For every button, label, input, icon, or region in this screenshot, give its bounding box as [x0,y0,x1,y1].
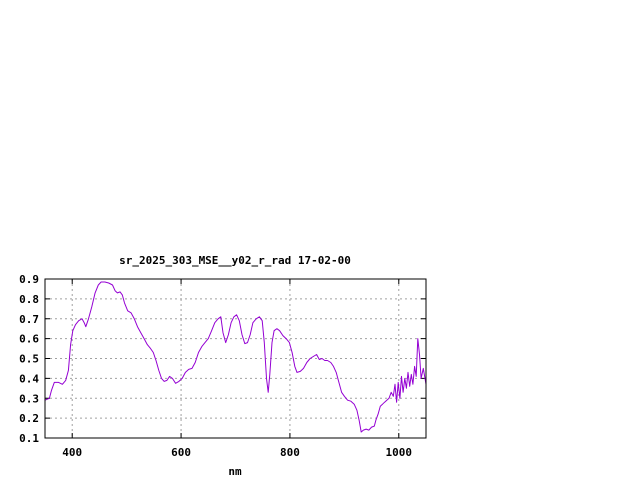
plot-frame [44,278,427,439]
chart-title: sr_2025_303_MSE__y02_r_rad 17-02-00 [119,254,351,267]
x-tick-label: 400 [62,446,82,459]
y-tick-label: 0.1 [19,432,39,445]
axis-ticks: 0.1 0.2 0.3 0.4 0.5 0.6 0.7 0.8 0.9 400 600 800 1000 [19,273,426,459]
series-line [44,281,427,433]
y-tick-label: 0.8 [19,293,39,306]
x-tick-label: 800 [280,446,300,459]
y-tick-label: 0.6 [19,333,39,346]
y-tick-label: 0.2 [19,412,39,425]
y-tick-label: 0.3 [19,392,39,405]
series-group [44,281,427,433]
y-tick-label: 0.4 [19,372,39,385]
y-tick-label: 0.9 [19,273,39,286]
x-tick-label: 1000 [386,446,413,459]
x-tick-label: 600 [171,446,191,459]
grid-lines [45,279,426,438]
y-tick-label: 0.5 [19,353,39,366]
y-tick-label: 0.7 [19,313,39,326]
x-axis-label: nm [228,465,242,478]
